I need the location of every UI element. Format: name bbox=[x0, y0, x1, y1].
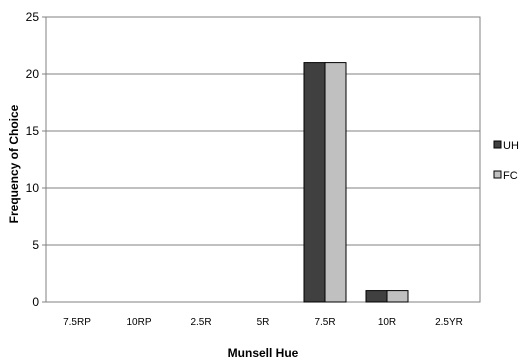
plot-area bbox=[45, 16, 481, 303]
x-axis-title: Munsell Hue bbox=[228, 346, 299, 360]
y-tick-label: 15 bbox=[26, 124, 40, 138]
y-tick-label: 0 bbox=[32, 295, 39, 309]
legend-swatch-fc bbox=[493, 170, 502, 179]
y-tick-labels: 0 5 10 15 20 25 bbox=[26, 10, 40, 309]
legend: UH FC bbox=[493, 140, 519, 182]
bars bbox=[303, 62, 409, 303]
y-tick-label: 25 bbox=[26, 10, 40, 24]
bar-fc-5 bbox=[386, 290, 409, 303]
legend-label-uh: UH bbox=[503, 140, 519, 152]
x-tick-label: 10R bbox=[378, 317, 396, 328]
x-tick-labels: 7.5RP 10RP 2.5R 5R 7.5R 10R 2.5YR bbox=[63, 317, 463, 328]
x-tick-label: 7.5R bbox=[314, 317, 335, 328]
x-tick-label: 2.5R bbox=[190, 317, 211, 328]
legend-label-fc: FC bbox=[503, 170, 518, 182]
x-tick-label: 7.5RP bbox=[63, 317, 91, 328]
gridlines bbox=[42, 16, 480, 303]
x-tick-label: 5R bbox=[257, 317, 270, 328]
bar-uh-5 bbox=[365, 290, 388, 303]
legend-swatch-uh bbox=[493, 140, 502, 149]
y-tick-label: 5 bbox=[32, 238, 39, 252]
bar-uh-4 bbox=[303, 62, 326, 303]
x-tick-label: 10RP bbox=[126, 317, 151, 328]
y-axis-title: Frequency of Choice bbox=[7, 104, 21, 223]
bar-fc-4 bbox=[324, 62, 347, 303]
y-tick-label: 20 bbox=[26, 67, 40, 81]
x-tick-label: 2.5YR bbox=[435, 317, 463, 328]
y-tick-label: 10 bbox=[26, 181, 40, 195]
